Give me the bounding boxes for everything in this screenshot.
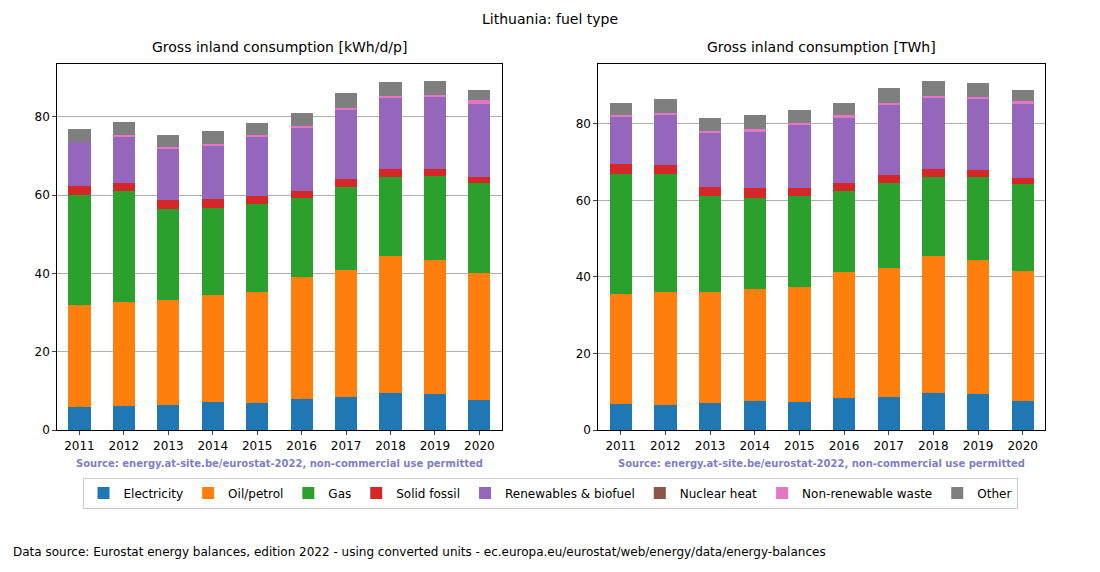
svg-text:20: 20 <box>576 347 591 361</box>
svg-text:0: 0 <box>583 423 591 437</box>
svg-text:2017: 2017 <box>331 439 362 453</box>
svg-text:2017: 2017 <box>873 439 904 453</box>
svg-text:2020: 2020 <box>1007 439 1038 453</box>
svg-text:2018: 2018 <box>375 439 406 453</box>
svg-text:40: 40 <box>576 270 591 284</box>
svg-text:2011: 2011 <box>64 439 95 453</box>
svg-text:Gross inland consumption [kWh/: Gross inland consumption [kWh/d/p] <box>152 39 407 55</box>
svg-text:60: 60 <box>35 188 50 202</box>
svg-text:Other: Other <box>977 487 1011 501</box>
svg-text:2014: 2014 <box>739 439 770 453</box>
svg-text:Data source: Eurostat energy b: Data source: Eurostat energy balances, e… <box>13 545 826 559</box>
svg-text:2011: 2011 <box>605 439 636 453</box>
svg-text:2015: 2015 <box>784 439 815 453</box>
svg-text:Non-renewable waste: Non-renewable waste <box>802 487 932 501</box>
svg-text:Source: energy.at-site.be/euro: Source: energy.at-site.be/eurostat-2022,… <box>618 458 1025 469</box>
svg-text:2013: 2013 <box>695 439 726 453</box>
svg-text:Electricity: Electricity <box>124 487 184 501</box>
svg-text:20: 20 <box>35 345 50 359</box>
svg-text:2016: 2016 <box>286 439 317 453</box>
svg-text:60: 60 <box>576 194 591 208</box>
svg-text:Oil/petrol: Oil/petrol <box>228 487 283 501</box>
svg-text:2015: 2015 <box>242 439 273 453</box>
svg-text:Solid fossil: Solid fossil <box>396 487 460 501</box>
svg-text:Source: energy.at-site.be/euro: Source: energy.at-site.be/eurostat-2022,… <box>76 458 483 469</box>
svg-text:Gross inland consumption [TWh]: Gross inland consumption [TWh] <box>707 39 936 55</box>
svg-text:2012: 2012 <box>109 439 140 453</box>
svg-text:2019: 2019 <box>963 439 994 453</box>
svg-text:Gas: Gas <box>328 487 351 501</box>
svg-text:2019: 2019 <box>420 439 451 453</box>
svg-text:0: 0 <box>42 423 50 437</box>
svg-text:2012: 2012 <box>650 439 681 453</box>
svg-text:Nuclear heat: Nuclear heat <box>680 487 757 501</box>
svg-text:40: 40 <box>35 267 50 281</box>
svg-text:80: 80 <box>576 117 591 131</box>
svg-text:80: 80 <box>35 110 50 124</box>
svg-text:2016: 2016 <box>829 439 860 453</box>
svg-text:2014: 2014 <box>197 439 228 453</box>
svg-text:2013: 2013 <box>153 439 184 453</box>
svg-text:2018: 2018 <box>918 439 949 453</box>
svg-text:Renewables & biofuel: Renewables & biofuel <box>505 487 635 501</box>
svg-text:2020: 2020 <box>464 439 495 453</box>
svg-text:Lithuania: fuel type: Lithuania: fuel type <box>482 11 618 27</box>
